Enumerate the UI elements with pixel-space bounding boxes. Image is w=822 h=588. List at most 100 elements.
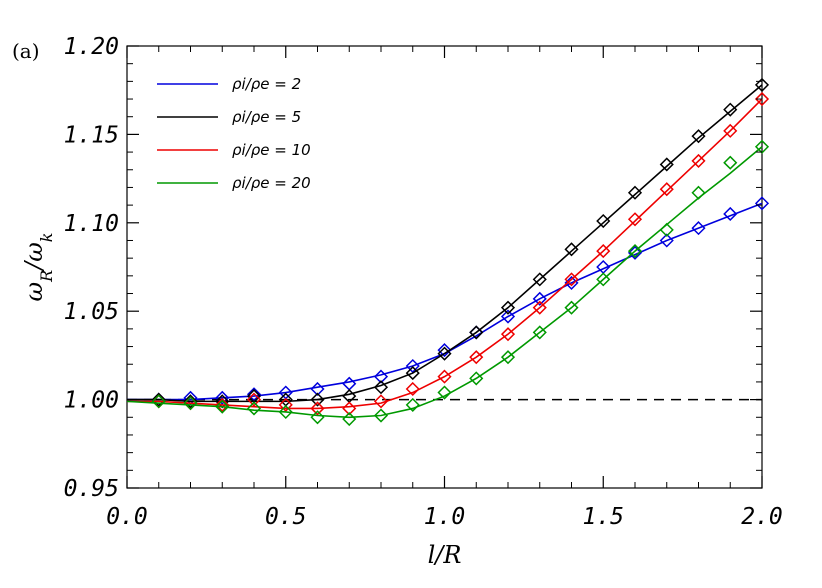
y-axis-title: ωR/ωk	[20, 233, 56, 302]
data-point	[405, 381, 420, 397]
data-point	[310, 392, 325, 407]
data-point	[405, 358, 420, 374]
data-point	[215, 390, 230, 405]
data-point	[659, 222, 674, 237]
data-point	[342, 411, 357, 427]
data-point	[532, 300, 547, 315]
x-tick-label: 1.0	[424, 504, 466, 530]
data-point	[627, 212, 643, 227]
data-point	[310, 381, 325, 397]
x-axis-title: l/R	[428, 541, 462, 569]
data-point	[596, 272, 611, 287]
data-point	[373, 394, 389, 409]
axes-layer: 0.0 0.5 1.0 1.5 2.0 0.95 1.00 1.05 1.10 1.15 1.20 l…	[20, 34, 783, 569]
series-2	[127, 77, 770, 409]
data-point	[564, 272, 579, 287]
data-point	[500, 309, 516, 324]
series-4	[126, 139, 770, 427]
y-axis-title-subscript: R	[37, 270, 56, 283]
data-point	[310, 410, 325, 425]
y-tick-label: 1.20	[64, 34, 119, 60]
legend-label: ρi/ρe = 5	[232, 108, 301, 126]
data-point	[532, 291, 547, 306]
data-point	[246, 392, 262, 407]
data-point	[500, 300, 516, 315]
series-3	[127, 91, 770, 416]
legend-label: ρi/ρe = 20	[232, 174, 311, 192]
data-point	[659, 233, 674, 248]
data-point	[754, 91, 770, 107]
data-point	[278, 404, 293, 420]
y-axis-title-symbol: ω	[20, 242, 48, 262]
data-point	[627, 185, 643, 200]
data-point	[754, 139, 770, 154]
data-point	[246, 387, 262, 402]
data-point	[405, 366, 420, 381]
data-point	[151, 394, 166, 409]
legend: ρi/ρe = 2 ρi/ρe = 5 ρi/ρe = 10 ρi/ρe = 20	[157, 75, 311, 192]
data-point	[691, 129, 706, 144]
data-point	[215, 399, 230, 414]
data-point	[723, 123, 738, 138]
y-tick-label: 1.00	[64, 388, 119, 414]
data-point	[183, 396, 198, 411]
data-point	[532, 325, 547, 340]
y-axis-title-slash: /	[20, 259, 48, 272]
data-point	[405, 397, 420, 412]
data-point	[691, 153, 706, 168]
legend-entry: ρi/ρe = 20	[157, 174, 311, 192]
data-point	[754, 196, 770, 211]
data-point	[723, 155, 738, 170]
data-point	[723, 102, 738, 117]
data-point	[564, 300, 579, 315]
data-point	[691, 221, 706, 236]
data-point	[627, 245, 643, 260]
legend-label: ρi/ρe = 2	[232, 75, 301, 93]
data-point	[627, 244, 643, 259]
y-tick-label: 0.95	[64, 476, 119, 502]
x-tick-label: 0.0	[106, 504, 148, 530]
data-point	[596, 213, 611, 229]
data-point	[469, 325, 484, 340]
legend-label: ρi/ρe = 10	[232, 141, 311, 159]
data-point	[437, 343, 452, 358]
data-point	[469, 371, 484, 386]
data-point	[373, 380, 389, 395]
data-point	[723, 206, 738, 222]
plot-frame	[126, 45, 763, 489]
data-point	[342, 401, 357, 416]
y-axis-title-subscript: k	[37, 233, 56, 243]
data-point	[437, 385, 452, 400]
data-point	[500, 350, 516, 365]
data-point	[564, 242, 579, 257]
panel-label: (a)	[12, 39, 40, 63]
x-tick-label: 0.5	[265, 504, 307, 530]
x-tick-label: 2.0	[741, 504, 783, 530]
data-point	[659, 182, 674, 197]
series-line	[127, 98, 763, 410]
data-point	[691, 185, 706, 200]
data-point	[437, 369, 452, 384]
data-point	[342, 376, 357, 391]
y-tick-label: 1.05	[64, 299, 119, 325]
data-point	[183, 394, 198, 409]
series-line	[127, 84, 763, 403]
data-point	[373, 408, 389, 423]
legend-entry: ρi/ρe = 10	[157, 141, 311, 159]
x-tick-label: 1.5	[582, 504, 624, 530]
series-layer	[126, 77, 770, 427]
plot-area	[126, 45, 763, 489]
data-point	[469, 350, 484, 365]
legend-entry: ρi/ρe = 2	[157, 75, 301, 93]
data-point	[278, 397, 293, 412]
data-point	[151, 392, 166, 407]
data-point	[373, 369, 389, 384]
legend-entry: ρi/ρe = 5	[157, 108, 301, 126]
data-point	[532, 272, 547, 287]
data-point	[659, 157, 674, 172]
data-point	[246, 401, 262, 416]
y-tick-label: 1.15	[64, 122, 119, 148]
data-point	[437, 346, 452, 361]
data-point	[596, 244, 611, 259]
